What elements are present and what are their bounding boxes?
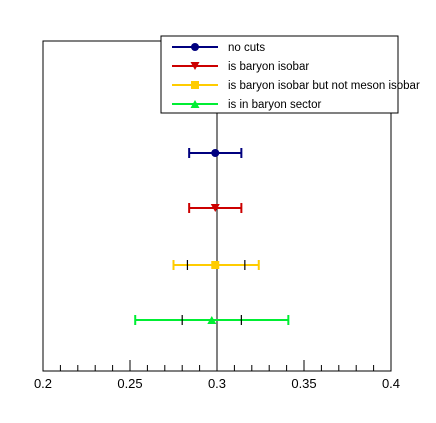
legend-label: no cuts: [228, 42, 265, 54]
x-tick-label: 0.2: [34, 376, 52, 391]
legend-item: no cuts: [172, 42, 265, 54]
legend-marker: [190, 62, 200, 70]
series-point-group: [172, 260, 260, 270]
data-point: [210, 204, 220, 212]
series-point-group: [188, 148, 243, 158]
legend-marker: [191, 81, 199, 89]
x-axis: 0.2 0.25 0.3 0.35 0.4: [34, 360, 400, 391]
data-point: [211, 149, 220, 157]
legend-item: is in baryon sector: [172, 99, 321, 111]
x-tick-label: 0.25: [117, 376, 142, 391]
data-point: [211, 261, 220, 269]
legend-item: is baryon isobar but not meson isobar: [172, 80, 420, 92]
legend-box: [160, 35, 399, 114]
series-point-group: [188, 203, 243, 213]
legend-marker: [191, 43, 199, 51]
legend-item: is baryon isobar: [172, 61, 309, 73]
series-point-group: [134, 315, 290, 325]
x-tick-label: 0.35: [291, 376, 316, 391]
legend-marker: [190, 100, 200, 108]
x-tick-label: 0.4: [382, 376, 400, 391]
legend-label: is in baryon sector: [228, 99, 321, 111]
legend-label: is baryon isobar but not meson isobar: [228, 80, 420, 92]
legend: no cuts is baryon isobar is baryon isobar …: [160, 35, 420, 114]
data-point: [207, 316, 217, 324]
legend-label: is baryon isobar: [228, 61, 309, 73]
x-tick-label: 0.3: [208, 376, 226, 391]
data-points: [134, 148, 290, 325]
